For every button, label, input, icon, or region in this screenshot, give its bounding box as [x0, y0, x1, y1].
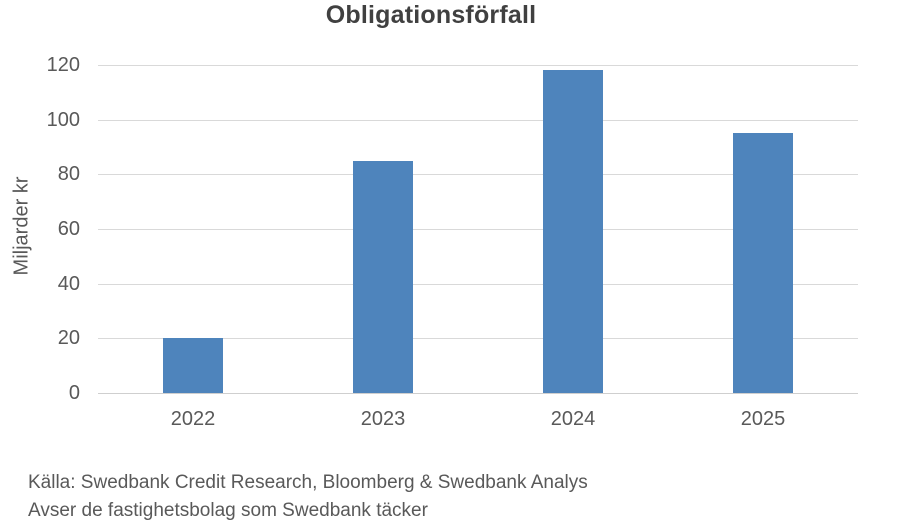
y-tick-label: 120: [46, 54, 80, 76]
x-tick-label-2022: 2022: [170, 408, 216, 430]
chart-title: Obligationsförfall: [325, 1, 537, 29]
y-tick-label: 80: [57, 163, 80, 186]
gridline: [98, 119, 858, 121]
bar-2023: [353, 160, 413, 393]
source-footer: Källa: Swedbank Credit Research, Bloombe…: [28, 469, 588, 523]
x-tick-label-2024: 2024: [550, 408, 596, 430]
x-axis-line: [98, 393, 858, 394]
y-tick-label: 100: [46, 108, 80, 131]
coverage-note-line: Avser de fastighetsbolag som Swedbank tä…: [28, 499, 428, 521]
y-tick-label: 60: [57, 218, 80, 240]
gridline: [98, 283, 858, 285]
gridline: [98, 65, 858, 66]
bar-2022: [163, 338, 223, 393]
gridline: [98, 229, 858, 230]
y-tick-label: 0: [68, 382, 80, 404]
y-tick-label: 40: [57, 272, 80, 295]
y-tick-label: 20: [57, 327, 80, 350]
plot-area: [98, 65, 858, 394]
source-line: Källa: Swedbank Credit Research, Bloombe…: [28, 472, 588, 493]
bar-2025: [733, 133, 793, 393]
gridline: [98, 174, 858, 176]
x-tick-label-2025: 2025: [740, 408, 786, 430]
bar-2024: [543, 70, 603, 393]
x-tick-label-2023: 2023: [360, 408, 406, 430]
gridline: [98, 338, 858, 340]
